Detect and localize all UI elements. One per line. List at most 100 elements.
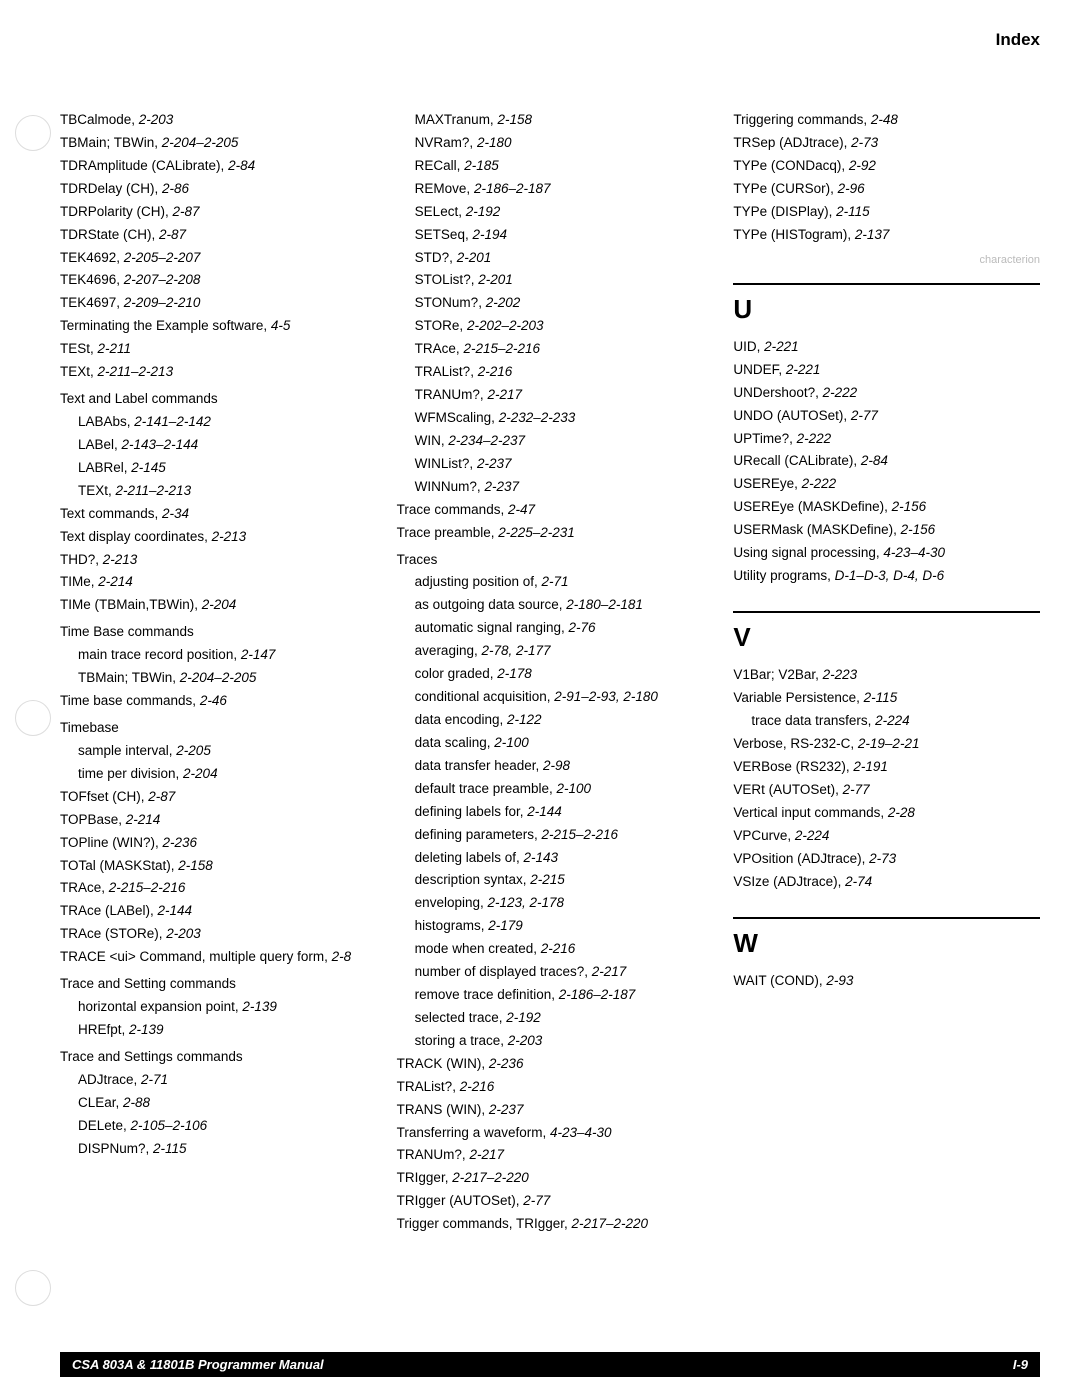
index-entry: TEK4696, 2-207–2-208 [60,270,367,291]
index-entry: TOPBase, 2-214 [60,810,367,831]
index-entry: V1Bar; V2Bar, 2-223 [733,665,1040,686]
index-entry: USEREye, 2-222 [733,474,1040,495]
index-entry: Variable Persistence, 2-115 [733,688,1040,709]
index-entry: TRAce (STORe), 2-203 [60,924,367,945]
punch-hole [15,115,51,151]
index-entry: data scaling, 2-100 [397,733,704,754]
punch-hole [15,700,51,736]
page-footer: CSA 803A & 11801B Programmer Manual I-9 [60,1352,1040,1377]
index-entry: THD?, 2-213 [60,550,367,571]
index-entry: VERt (AUTOSet), 2-77 [733,780,1040,801]
index-entry: TRAce (LABel), 2-144 [60,901,367,922]
index-entry: TEXt, 2-211–2-213 [60,362,367,383]
index-entry: Verbose, RS-232-C, 2-19–2-21 [733,734,1040,755]
index-entry: TYPe (DISPlay), 2-115 [733,202,1040,223]
index-entry: TRACE <ui> Command, multiple query form,… [60,947,367,968]
index-entry: defining labels for, 2-144 [397,802,704,823]
index-entry: LABAbs, 2-141–2-142 [60,412,367,433]
index-entry: TESt, 2-211 [60,339,367,360]
index-entry: mode when created, 2-216 [397,939,704,960]
index-entry: WIN, 2-234–2-237 [397,431,704,452]
index-entry: automatic signal ranging, 2-76 [397,618,704,639]
index-entry: TYPe (HISTogram), 2-137 [733,225,1040,246]
index-entry: Trace and Setting commands [60,974,367,995]
index-entry: Transferring a waveform, 4-23–4-30 [397,1123,704,1144]
index-entry: deleting labels of, 2-143 [397,848,704,869]
index-entry: TBMain; TBWin, 2-204–2-205 [60,133,367,154]
index-entry: data encoding, 2-122 [397,710,704,731]
index-entry: ADJtrace, 2-71 [60,1070,367,1091]
index-entry: TRSep (ADJtrace), 2-73 [733,133,1040,154]
index-entry: TDRAmplitude (CALibrate), 2-84 [60,156,367,177]
index-entry: TEK4692, 2-205–2-207 [60,248,367,269]
index-entry: Traces [397,550,704,571]
index-entry: STONum?, 2-202 [397,293,704,314]
section-heading-u: U [733,283,1040,329]
page-header: Index [996,30,1040,50]
index-entry: NVRam?, 2-180 [397,133,704,154]
index-entry: HREfpt, 2-139 [60,1020,367,1041]
index-entry: TDRDelay (CH), 2-86 [60,179,367,200]
index-entry: LABRel, 2-145 [60,458,367,479]
index-entry: storing a trace, 2-203 [397,1031,704,1052]
index-entry: DELete, 2-105–2-106 [60,1116,367,1137]
index-entry: STD?, 2-201 [397,248,704,269]
index-entry: TYPe (CONDacq), 2-92 [733,156,1040,177]
index-entry: Time base commands, 2-46 [60,691,367,712]
index-entry: number of displayed traces?, 2-217 [397,962,704,983]
index-entry: data transfer header, 2-98 [397,756,704,777]
index-entry: adjusting position of, 2-71 [397,572,704,593]
index-entry: VPOsition (ADJtrace), 2-73 [733,849,1040,870]
index-entry: Trace and Settings commands [60,1047,367,1068]
index-entry: VPCurve, 2-224 [733,826,1040,847]
index-entry: TRANS (WIN), 2-237 [397,1100,704,1121]
index-entry: Text and Label commands [60,389,367,410]
section-heading-w: W [733,917,1040,963]
index-entry: LABel, 2-143–2-144 [60,435,367,456]
index-entry: WFMScaling, 2-232–2-233 [397,408,704,429]
index-entry: REMove, 2-186–2-187 [397,179,704,200]
index-entry: TBCalmode, 2-203 [60,110,367,131]
footer-left: CSA 803A & 11801B Programmer Manual [72,1357,324,1372]
index-entry: CLEar, 2-88 [60,1093,367,1114]
index-entry: TOTal (MASKStat), 2-158 [60,856,367,877]
index-entry: main trace record position, 2-147 [60,645,367,666]
index-entry: DISPNum?, 2-115 [60,1139,367,1160]
index-entry: trace data transfers, 2-224 [733,711,1040,732]
index-entry: TEXt, 2-211–2-213 [60,481,367,502]
index-entry: Timebase [60,718,367,739]
index-entry: UNDEF, 2-221 [733,360,1040,381]
index-entry: MAXTranum, 2-158 [397,110,704,131]
punch-hole [15,1270,51,1306]
index-entry: UID, 2-221 [733,337,1040,358]
index-entry: TRAList?, 2-216 [397,362,704,383]
index-entry: Time Base commands [60,622,367,643]
index-entry: sample interval, 2-205 [60,741,367,762]
index-entry: TRANUm?, 2-217 [397,1145,704,1166]
index-entry: STOList?, 2-201 [397,270,704,291]
index-entry: SETSeq, 2-194 [397,225,704,246]
index-entry: RECall, 2-185 [397,156,704,177]
index-entry: WAIT (COND), 2-93 [733,971,1040,992]
index-entry: histograms, 2-179 [397,916,704,937]
index-entry: TRACK (WIN), 2-236 [397,1054,704,1075]
index-entry: WINNum?, 2-237 [397,477,704,498]
index-entry: Trace commands, 2-47 [397,500,704,521]
index-entry: UNDershoot?, 2-222 [733,383,1040,404]
index-entry: as outgoing data source, 2-180–2-181 [397,595,704,616]
index-entry: TYPe (CURSor), 2-96 [733,179,1040,200]
index-entry: remove trace definition, 2-186–2-187 [397,985,704,1006]
index-entry: Text display coordinates, 2-213 [60,527,367,548]
index-entry: WINList?, 2-237 [397,454,704,475]
index-entry: Vertical input commands, 2-28 [733,803,1040,824]
index-entry: SELect, 2-192 [397,202,704,223]
index-entry: TRAce, 2-215–2-216 [397,339,704,360]
index-entry: STORe, 2-202–2-203 [397,316,704,337]
footer-right: I-9 [1013,1357,1028,1372]
index-entry: URecall (CALibrate), 2-84 [733,451,1040,472]
index-entry: TDRState (CH), 2-87 [60,225,367,246]
index-entry: enveloping, 2-123, 2-178 [397,893,704,914]
index-entry: defining parameters, 2-215–2-216 [397,825,704,846]
index-entry: TRAList?, 2-216 [397,1077,704,1098]
index-entry: TRIgger (AUTOSet), 2-77 [397,1191,704,1212]
